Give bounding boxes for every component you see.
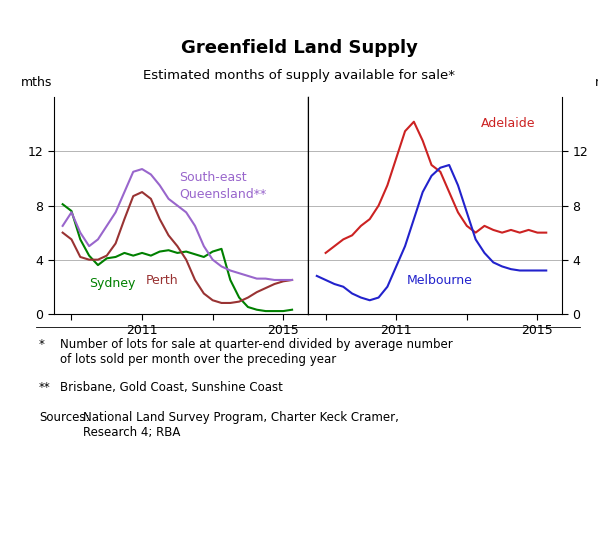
Text: **: **: [39, 381, 51, 394]
Text: Adelaide: Adelaide: [481, 117, 535, 130]
Text: Melbourne: Melbourne: [407, 274, 472, 287]
Text: Perth: Perth: [145, 274, 178, 287]
Text: Sources:: Sources:: [39, 411, 89, 424]
Text: Sydney: Sydney: [89, 277, 136, 290]
Text: mths: mths: [595, 76, 598, 89]
Text: South-east
Queensland**: South-east Queensland**: [179, 171, 266, 200]
Text: National Land Survey Program, Charter Keck Cramer,
Research 4; RBA: National Land Survey Program, Charter Ke…: [83, 411, 398, 439]
Text: *: *: [39, 338, 45, 351]
Text: mths: mths: [21, 76, 52, 89]
Text: Greenfield Land Supply: Greenfield Land Supply: [181, 39, 417, 57]
Text: Number of lots for sale at quarter-end divided by average number
of lots sold pe: Number of lots for sale at quarter-end d…: [60, 338, 453, 366]
Text: Brisbane, Gold Coast, Sunshine Coast: Brisbane, Gold Coast, Sunshine Coast: [60, 381, 283, 394]
Text: Estimated months of supply available for sale*: Estimated months of supply available for…: [143, 69, 455, 82]
